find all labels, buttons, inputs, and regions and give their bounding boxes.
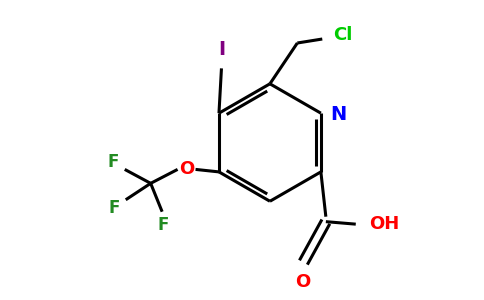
Text: Cl: Cl bbox=[333, 26, 353, 44]
Text: OH: OH bbox=[369, 215, 399, 233]
Text: N: N bbox=[330, 105, 346, 124]
Text: I: I bbox=[218, 40, 225, 59]
Text: O: O bbox=[179, 160, 194, 178]
Text: F: F bbox=[108, 199, 120, 217]
Text: F: F bbox=[107, 153, 119, 171]
Text: O: O bbox=[295, 273, 310, 291]
Text: F: F bbox=[157, 216, 169, 234]
